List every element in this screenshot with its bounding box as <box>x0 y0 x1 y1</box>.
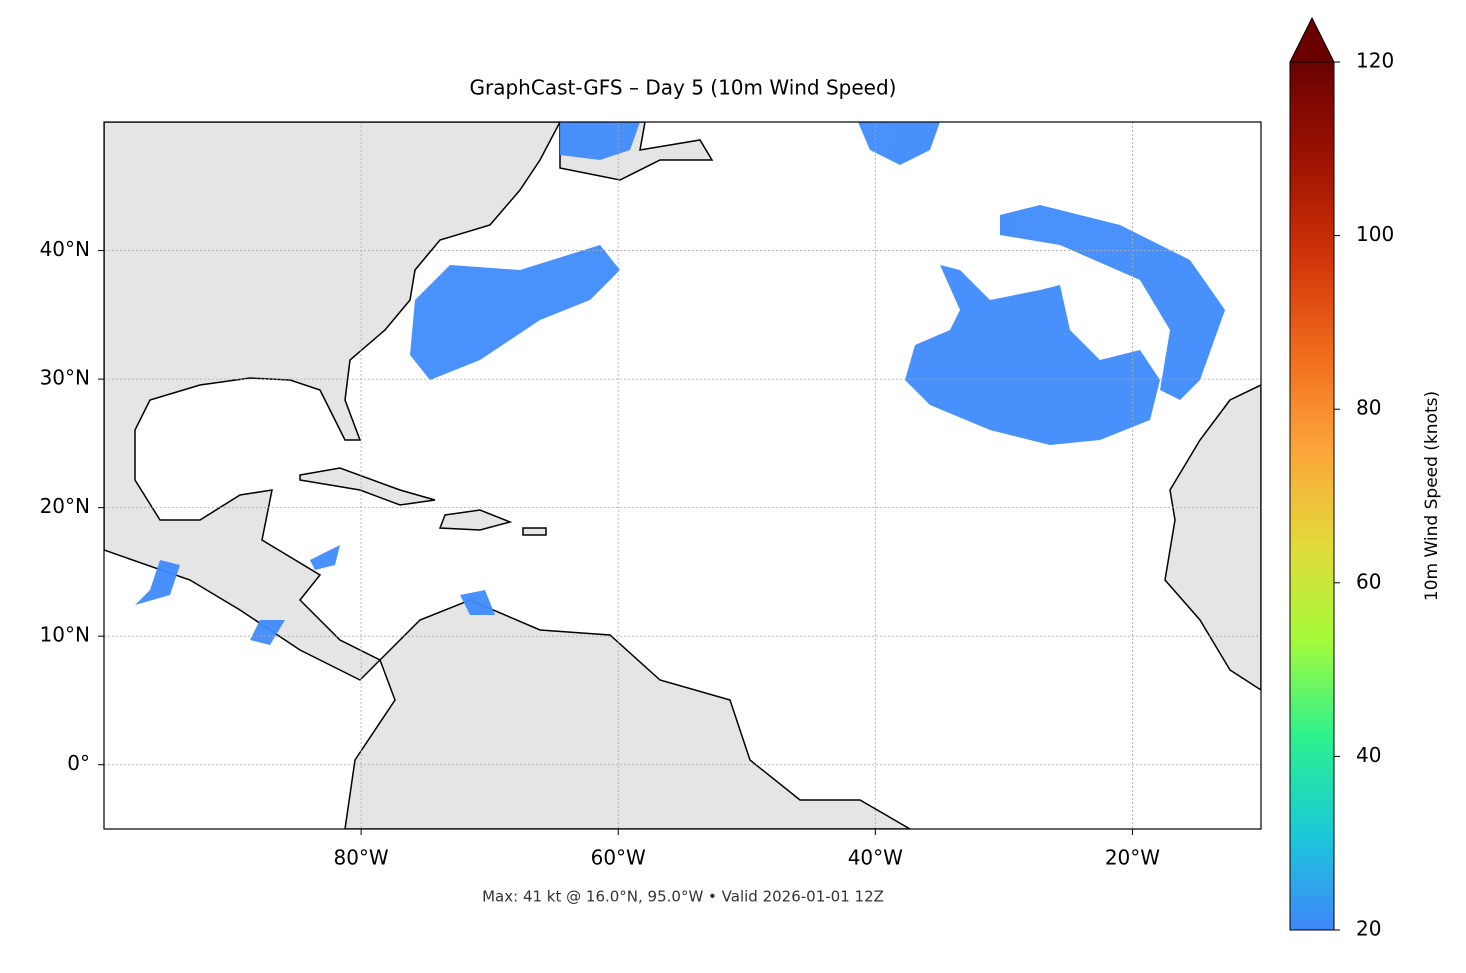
y-tick-label: 20°N <box>40 494 90 518</box>
wind-area <box>1000 205 1225 400</box>
wind-area <box>310 545 340 570</box>
x-tick-label: 40°W <box>848 846 903 870</box>
y-tick-label: 40°N <box>40 237 90 261</box>
wind-area <box>250 620 285 645</box>
grid <box>104 122 1261 829</box>
map <box>104 122 1261 829</box>
y-tick-label: 30°N <box>40 366 90 390</box>
colorbar-tick-label: 40 <box>1356 743 1381 767</box>
chart-title: GraphCast-GFS – Day 5 (10m Wind Speed) <box>470 76 897 100</box>
colorbar-tick-label: 20 <box>1356 917 1381 941</box>
wind-area <box>905 265 1160 445</box>
wind-area <box>858 122 940 165</box>
footer: Max: 41 kt @ 16.0°N, 95.0°W • Valid 2026… <box>482 888 884 906</box>
land <box>104 122 1261 829</box>
north-america <box>104 122 561 681</box>
colorbar-extend <box>1289 16 1335 63</box>
wind-area <box>410 245 620 380</box>
x-tick-label: 20°W <box>1105 846 1160 870</box>
y-tick-label: 0° <box>67 751 90 775</box>
map-frame <box>103 121 1262 830</box>
colorbar-tick-label: 80 <box>1356 396 1381 420</box>
puerto-rico <box>522 527 547 536</box>
wind-area <box>460 590 495 615</box>
wind-area <box>560 122 640 160</box>
x-tick-label: 60°W <box>591 846 646 870</box>
colorbar-tick-label: 120 <box>1356 49 1394 73</box>
colorbar-label: 10m Wind Speed (knots) <box>1422 391 1442 601</box>
cuba <box>299 467 436 506</box>
colorbar-tick-label: 100 <box>1356 222 1394 246</box>
south-america <box>344 599 912 829</box>
y-tick-label: 10°N <box>40 623 90 647</box>
wind-area <box>135 560 180 605</box>
wind-field <box>135 122 1225 645</box>
colorbar-tick-label: 60 <box>1356 569 1381 593</box>
x-tick-label: 80°W <box>333 846 388 870</box>
hispaniola <box>438 509 513 531</box>
colorbar <box>1289 61 1335 931</box>
africa <box>1164 384 1261 691</box>
